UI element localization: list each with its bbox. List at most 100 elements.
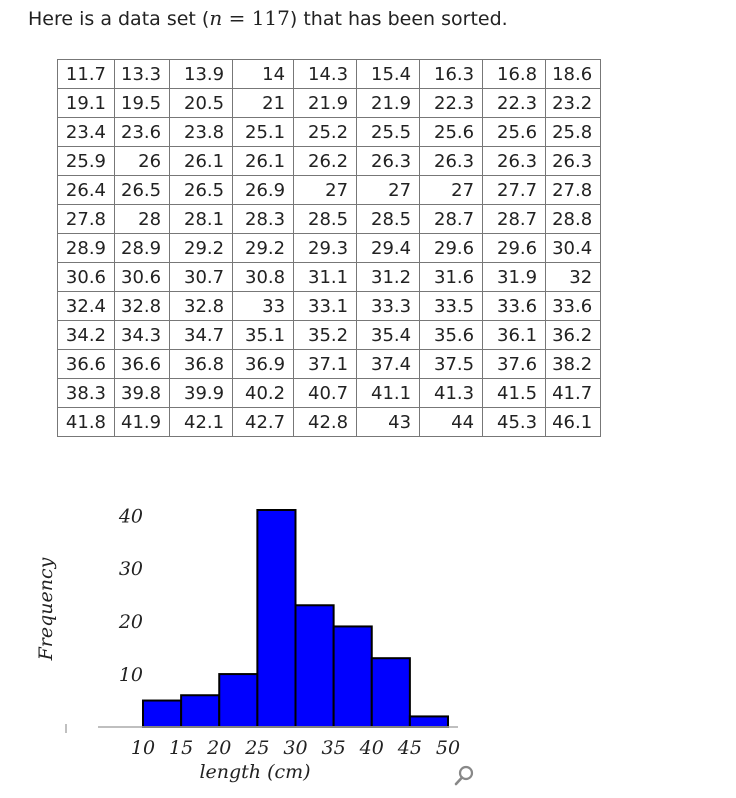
histogram-bar	[180, 694, 221, 728]
y-tick-label: 10	[119, 664, 143, 686]
table-cell: 14.3	[293, 59, 358, 89]
table-cell: 37.4	[356, 349, 421, 379]
table-cell: 42.7	[232, 407, 295, 437]
histogram-bar	[294, 604, 335, 729]
table-cell: 18.6	[545, 59, 602, 89]
table-cell: 30.8	[232, 262, 295, 292]
table-cell: 28.1	[169, 204, 234, 234]
table-cell: 23.8	[169, 117, 234, 147]
x-tick-label: 15	[169, 737, 193, 759]
table-cell: 36.1	[482, 320, 547, 350]
table-cell: 16.8	[482, 59, 547, 89]
table-cell: 41.9	[113, 407, 171, 437]
table-cell: 25.1	[232, 117, 295, 147]
table-cell: 33.6	[545, 291, 602, 321]
table-cell: 34.3	[113, 320, 171, 350]
problem-intro: Here is a data set (n = 117) that has be…	[28, 6, 508, 30]
histogram-bar	[408, 715, 449, 728]
table-cell: 46.1	[545, 407, 602, 437]
table-cell: 28	[113, 204, 171, 234]
table-cell: 29.4	[356, 233, 421, 263]
table-cell: 45.3	[482, 407, 547, 437]
table-cell: 38.2	[545, 349, 602, 379]
table-cell: 26.1	[169, 146, 234, 176]
table-cell: 36.8	[169, 349, 234, 379]
table-cell: 19.1	[57, 88, 115, 118]
table-cell: 28.3	[232, 204, 295, 234]
table-cell: 32.8	[169, 291, 234, 321]
table-cell: 40.7	[293, 378, 358, 408]
histogram-bar	[332, 625, 373, 728]
table-cell: 30.6	[57, 262, 115, 292]
table-cell: 36.2	[545, 320, 602, 350]
table-cell: 39.8	[113, 378, 171, 408]
table-cell: 29.6	[419, 233, 484, 263]
table-cell: 26.3	[482, 146, 547, 176]
histogram-bar	[142, 699, 183, 728]
table-cell: 28.7	[419, 204, 484, 234]
table-cell: 30.7	[169, 262, 234, 292]
table-cell: 41.3	[419, 378, 484, 408]
histogram-axes	[65, 724, 458, 733]
histogram-bar	[370, 657, 411, 729]
table-row: 11.7 13.3 13.9 14 14.3 15.4 16.3 16.8 18.6	[57, 59, 602, 89]
table-cell: 19.5	[113, 88, 171, 118]
x-tick-label: 40	[359, 737, 384, 759]
table-cell: 34.7	[169, 320, 234, 350]
table-row: 38.3 39.8 39.9 40.2 40.7 41.1 41.3 41.5 41.7	[57, 378, 602, 408]
table-row: 36.6 36.6 36.8 36.9 37.1 37.4 37.5 37.6 38.2	[57, 349, 602, 379]
table-cell: 37.1	[293, 349, 358, 379]
table-cell: 33.5	[419, 291, 484, 321]
histogram-bar	[218, 673, 259, 729]
histogram-bars	[142, 509, 449, 729]
x-tick-label: 20	[206, 737, 231, 759]
x-tick-label: 45	[397, 737, 422, 759]
table-cell: 23.2	[545, 88, 602, 118]
x-tick-label: 25	[244, 737, 269, 759]
table-cell: 36.6	[57, 349, 115, 379]
table-cell: 25.6	[482, 117, 547, 147]
table-cell: 23.4	[57, 117, 115, 147]
table-row: 26.4 26.5 26.5 26.9 27 27 27 27.7 27.8	[57, 175, 602, 205]
table-cell: 23.6	[113, 117, 171, 147]
x-axis-label: length (cm)	[199, 761, 310, 783]
table-cell: 28.9	[57, 233, 115, 263]
table-cell: 14	[232, 59, 295, 89]
table-row: 41.8 41.9 42.1 42.7 42.8 43 44 45.3 46.1	[57, 407, 602, 437]
sample-size-expression: n = 117	[209, 6, 290, 30]
table-cell: 37.6	[482, 349, 547, 379]
n-value: 117	[251, 6, 290, 30]
magnifier-icon-graphic	[454, 765, 474, 786]
table-cell: 13.9	[169, 59, 234, 89]
table-cell: 28.8	[545, 204, 602, 234]
table-row: 30.6 30.6 30.7 30.8 31.1 31.2 31.6 31.9 32	[57, 262, 602, 292]
table-cell: 35.6	[419, 320, 484, 350]
table-cell: 41.8	[57, 407, 115, 437]
table-cell: 32.8	[113, 291, 171, 321]
table-cell: 32	[545, 262, 602, 292]
x-tick-label: 10	[131, 737, 155, 759]
x-tick-label: 50	[436, 737, 460, 759]
table-cell: 40.2	[232, 378, 295, 408]
n-symbol: n	[209, 6, 223, 30]
intro-prefix: Here is a data set (	[28, 8, 210, 30]
table-cell: 27	[419, 175, 484, 205]
data-table-body: 11.7 13.3 13.9 14 14.3 15.4 16.3 16.8 18.6 19.1 19…	[57, 59, 602, 437]
y-tick-label: 30	[119, 558, 143, 580]
table-cell: 42.8	[293, 407, 358, 437]
magnifier-icon[interactable]	[453, 764, 477, 793]
y-tick-label: 20	[118, 611, 143, 633]
table-cell: 15.4	[356, 59, 421, 89]
sorted-data-table: 11.7 13.3 13.9 14 14.3 15.4 16.3 16.8 18.6 19.1 19…	[57, 59, 602, 437]
table-cell: 30.4	[545, 233, 602, 263]
histogram-bar	[256, 509, 297, 728]
table-cell: 29.3	[293, 233, 358, 263]
intro-suffix: ) that has been sorted.	[289, 8, 508, 30]
table-row: 19.1 19.5 20.5 21 21.9 21.9 22.3 22.3 23.2	[57, 88, 602, 118]
table-cell: 43	[356, 407, 421, 437]
equals-sign: =	[222, 6, 252, 30]
y-tick-labels: 10 20 30 40	[118, 505, 143, 686]
x-tick-label: 30	[283, 737, 307, 759]
table-cell: 16.3	[419, 59, 484, 89]
